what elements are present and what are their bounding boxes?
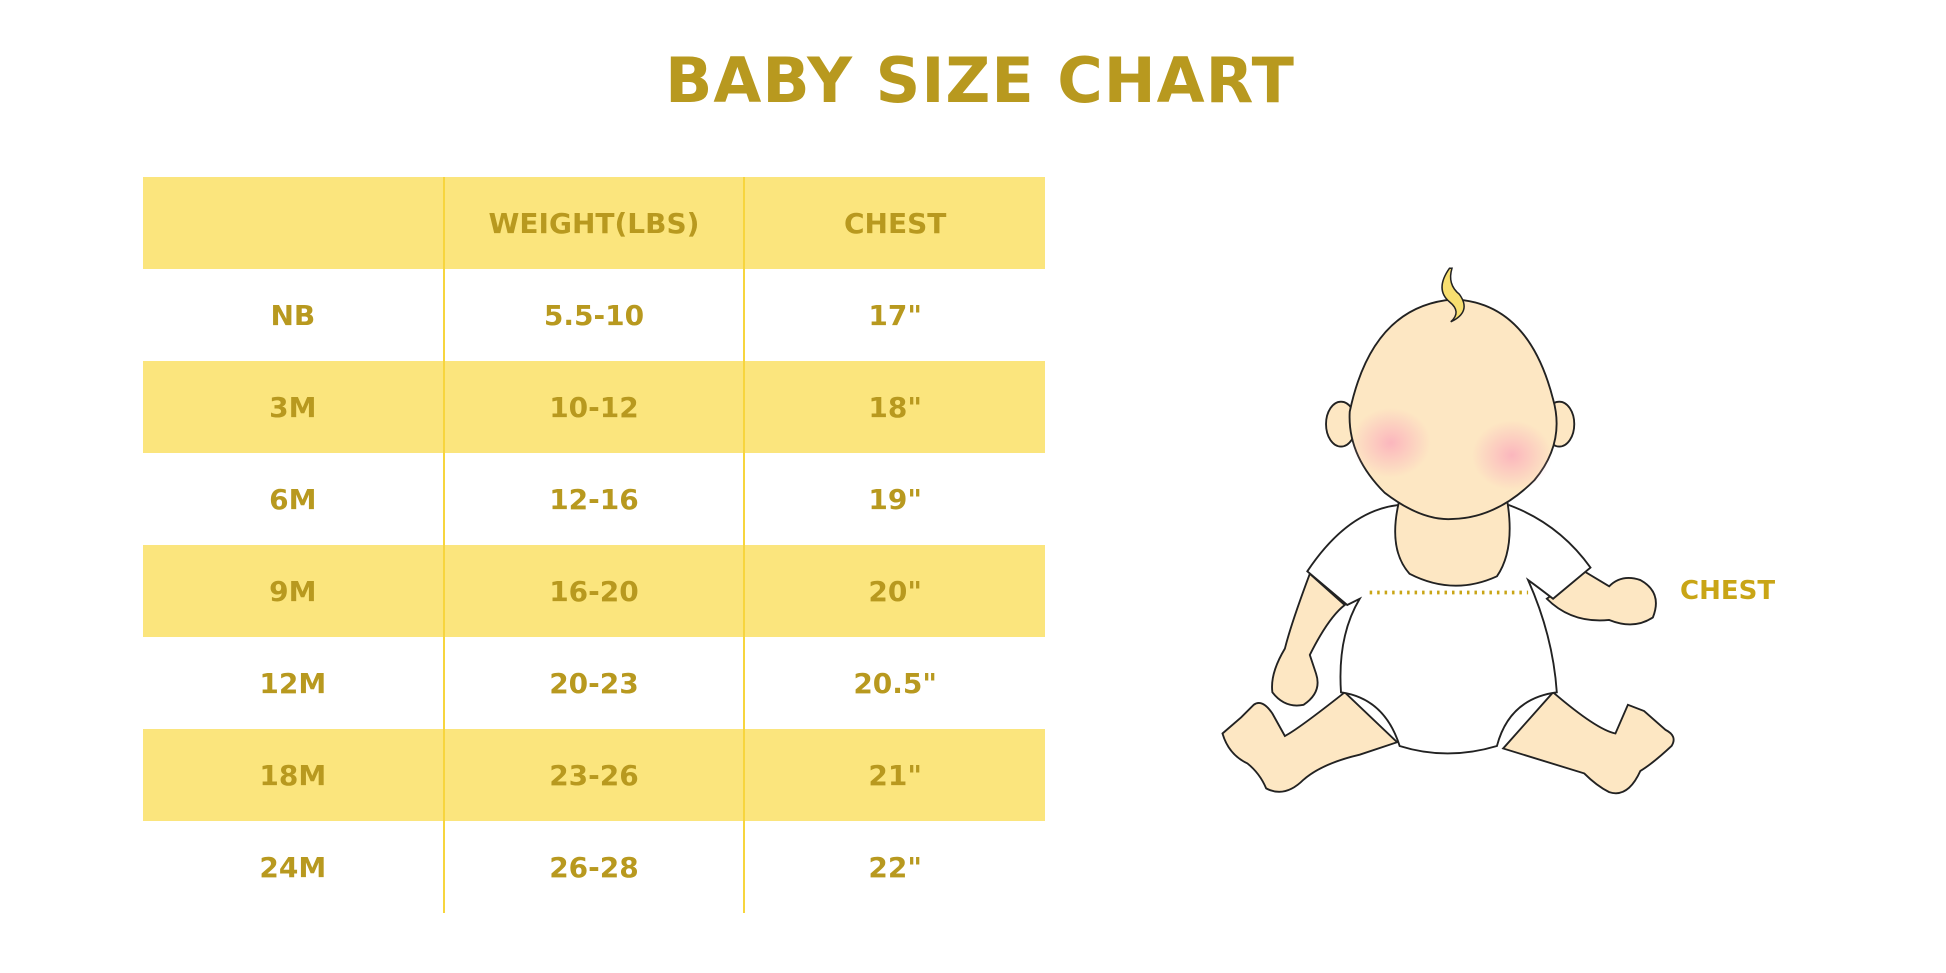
chest-cell: 21"	[743, 729, 1045, 821]
page-title: BABY SIZE CHART	[665, 44, 1295, 117]
table-row: 6M 12-16 19"	[143, 453, 1045, 545]
size-cell: NB	[270, 298, 316, 332]
table-row: NB 5.5-10 17"	[143, 269, 1045, 361]
size-cell: 3M	[143, 361, 444, 453]
size-cell: 24M	[259, 850, 327, 884]
weight-cell: 10-12	[442, 361, 745, 453]
size-cell: 9M	[143, 545, 444, 637]
weight-cell: 5.5-10	[442, 269, 745, 361]
table-row: 9M 16-20 20"	[143, 545, 1045, 637]
chest-cell: 19"	[743, 453, 1045, 545]
chest-cell: 20"	[743, 545, 1045, 637]
table-row: 3M 10-12 18"	[143, 361, 1045, 453]
chest-cell: 22"	[743, 821, 1045, 913]
table-header-row: WEIGHT(LBS) CHEST	[143, 177, 1045, 269]
header-cell	[143, 177, 444, 269]
size-cell: 18M	[143, 729, 444, 821]
chest-label: CHEST	[1680, 576, 1776, 606]
chest-cell: 20.5"	[743, 637, 1045, 729]
size-cell: 6M	[269, 482, 317, 516]
weight-cell: 12-16	[442, 453, 745, 545]
weight-cell: 16-20	[442, 545, 745, 637]
weight-cell: 23-26	[442, 729, 745, 821]
size-cell: 12M	[259, 666, 327, 700]
weight-cell: 20-23	[442, 637, 745, 729]
chest-cell: 17"	[743, 269, 1045, 361]
header-cell: WEIGHT(LBS)	[442, 177, 745, 269]
header-cell: CHEST	[743, 177, 1045, 269]
table-row: 18M 23-26 21"	[143, 729, 1045, 821]
table-row: 24M 26-28 22"	[143, 821, 1045, 913]
table-row: 12M 20-23 20.5"	[143, 637, 1045, 729]
weight-cell: 26-28	[442, 821, 745, 913]
chest-cell: 18"	[743, 361, 1045, 453]
size-table: WEIGHT(LBS) CHEST NB 5.5-10 17" 3M 10-12 18"…	[143, 177, 1045, 913]
